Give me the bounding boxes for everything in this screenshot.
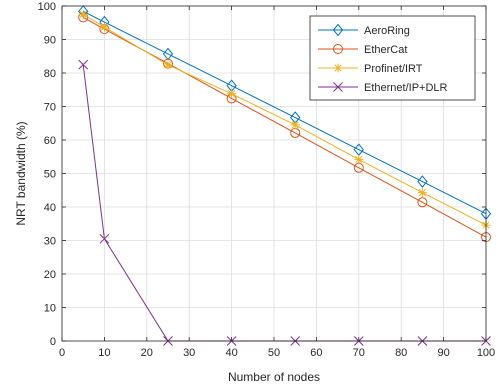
y-tick-label: 10	[44, 303, 56, 315]
asterisk-marker	[417, 188, 427, 198]
y-tick-label: 70	[44, 102, 56, 114]
x-tick-label: 30	[183, 347, 195, 359]
diamond-marker	[332, 23, 344, 37]
asterisk-marker	[99, 22, 109, 32]
circle-marker	[333, 44, 343, 54]
asterisk-marker	[227, 89, 237, 99]
legend-label: Ethernet/IP+DLR	[364, 82, 448, 94]
x-marker	[99, 233, 110, 244]
x-marker	[78, 59, 89, 70]
diamond-marker	[417, 175, 428, 188]
circle-marker	[417, 197, 428, 208]
series-line	[82, 16, 487, 238]
y-tick-label: 80	[44, 68, 56, 80]
x-tick-label: 10	[98, 347, 110, 359]
asterisk-marker	[290, 120, 300, 130]
y-tick-label: 40	[44, 202, 56, 214]
asterisk-marker	[163, 60, 173, 70]
x-tick-label: 70	[353, 347, 365, 359]
legend: AeroRing EtherCat Profinet/IRT Ethernet/IP+…	[309, 15, 476, 101]
asterisk-marker	[333, 63, 343, 73]
legend-label: EtherCat	[364, 44, 407, 56]
axis-ticks: 0 10 20 30 40 50 60 70 80 90 100 0 10 20 30 40 50 60 70 80 9…	[38, 1, 496, 359]
x-tick-label: 90	[437, 347, 449, 359]
y-tick-label: 30	[44, 236, 56, 248]
x-tick-label: 60	[310, 347, 322, 359]
x-tick-label: 100	[477, 347, 495, 359]
x-tick-label: 50	[268, 347, 280, 359]
x-tick-label: 20	[141, 347, 153, 359]
y-tick-label: 90	[44, 35, 56, 47]
legend-label: AeroRing	[364, 25, 410, 37]
series-line	[82, 13, 487, 226]
series-line	[82, 10, 487, 215]
legend-label: Profinet/IRT	[364, 63, 423, 75]
y-tick-label: 0	[50, 336, 56, 348]
x-axis-label: Number of nodes	[228, 370, 320, 384]
x-tick-label: 0	[59, 347, 65, 359]
y-tick-label: 50	[44, 169, 56, 181]
y-tick-label: 100	[38, 1, 56, 13]
y-tick-label: 60	[44, 135, 56, 147]
asterisk-marker	[78, 9, 88, 19]
x-marker	[333, 82, 343, 92]
y-axis-label: NRT bandwidth (%)	[14, 121, 28, 225]
y-tick-label: 20	[44, 269, 56, 281]
asterisk-marker	[354, 154, 364, 164]
x-tick-label: 40	[225, 347, 237, 359]
x-tick-label: 80	[395, 347, 407, 359]
